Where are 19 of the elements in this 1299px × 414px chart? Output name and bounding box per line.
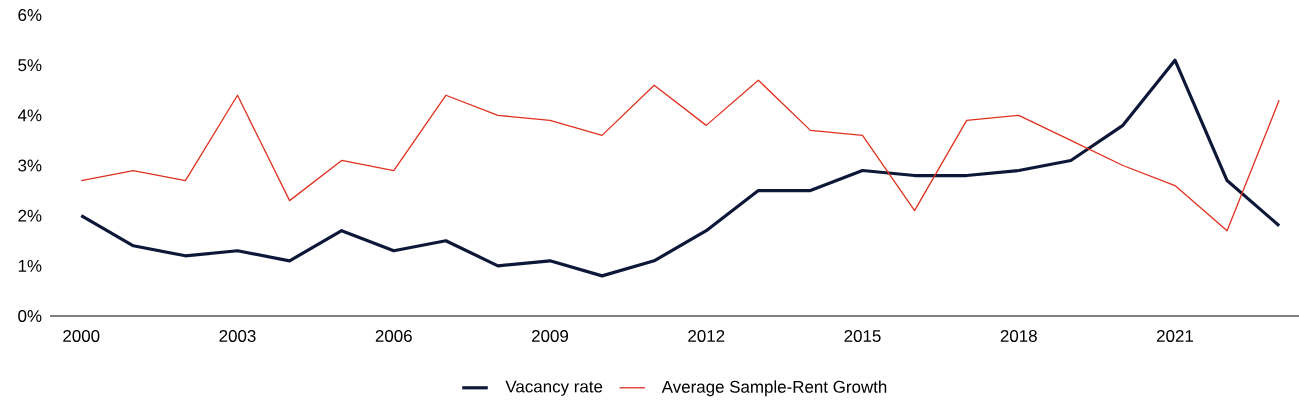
- x-tick-label: 2006: [375, 329, 412, 342]
- legend-label: Vacancy rate: [505, 380, 603, 396]
- x-tick-label: 2015: [844, 329, 881, 342]
- legend-label: Average Sample-Rent Growth: [661, 380, 887, 397]
- y-tick-label: 3%: [18, 159, 42, 172]
- x-tick-label: 2003: [219, 329, 256, 342]
- x-tick-label: 2018: [1000, 329, 1037, 342]
- y-tick-label: 0%: [18, 310, 42, 322]
- y-tick-label: 4%: [17, 109, 42, 122]
- x-tick-label: 2012: [688, 329, 725, 342]
- line-series: [80, 79, 1280, 232]
- y-tick-label: 5%: [18, 59, 42, 72]
- x-tick-label: 2021: [1157, 329, 1194, 342]
- x-tick-label: 2000: [63, 329, 100, 342]
- x-tick-label: 2009: [532, 329, 569, 342]
- line-series: [79, 58, 1281, 278]
- y-tick-label: 1%: [18, 259, 42, 272]
- y-tick-label: 6%: [18, 9, 42, 21]
- y-tick-label: 2%: [18, 209, 42, 222]
